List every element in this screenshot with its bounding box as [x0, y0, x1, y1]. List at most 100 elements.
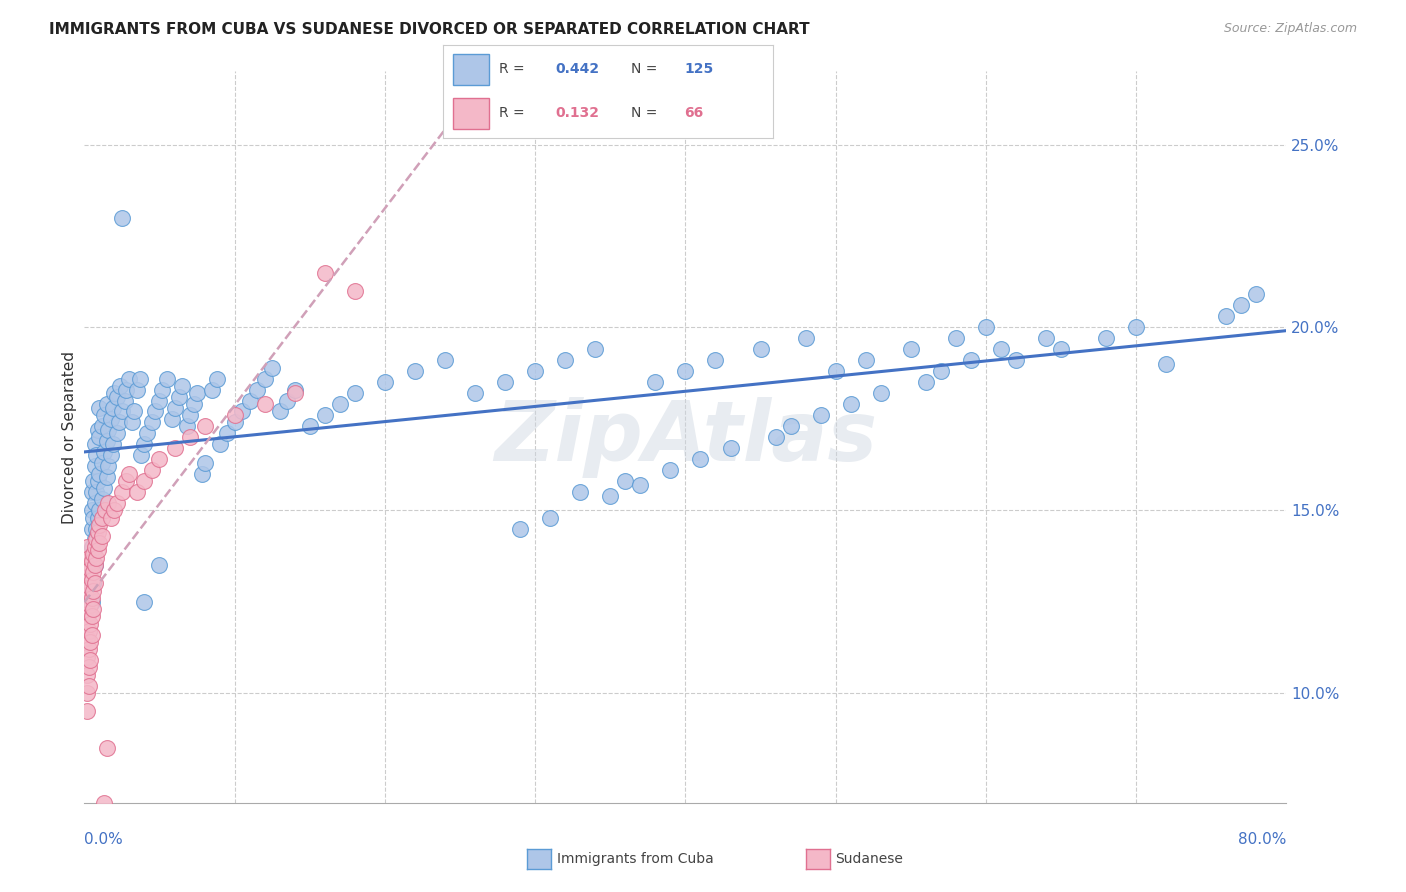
Point — [87, 423, 110, 437]
Point — [599, 489, 621, 503]
Point — [569, 485, 592, 500]
Point — [82, 547, 104, 561]
Point — [689, 452, 711, 467]
Point — [77, 660, 100, 674]
Point — [80, 591, 103, 605]
Point — [1050, 343, 1073, 357]
Point — [86, 449, 108, 463]
Point — [1125, 320, 1147, 334]
Point — [720, 441, 742, 455]
Y-axis label: Divorced or Separated: Divorced or Separated — [62, 351, 77, 524]
Point — [86, 550, 108, 565]
Point — [374, 376, 396, 390]
Point — [1035, 331, 1057, 345]
Point — [96, 470, 118, 484]
Point — [91, 510, 114, 524]
Point — [79, 635, 101, 649]
Point — [1230, 298, 1253, 312]
Point — [96, 434, 118, 448]
Point — [118, 467, 141, 481]
Point — [89, 401, 111, 415]
Text: IMMIGRANTS FROM CUBA VS SUDANESE DIVORCED OR SEPARATED CORRELATION CHART: IMMIGRANTS FROM CUBA VS SUDANESE DIVORCE… — [49, 22, 810, 37]
Point — [80, 595, 103, 609]
Point — [125, 383, 148, 397]
Text: R =: R = — [499, 62, 524, 77]
Point — [163, 441, 186, 455]
Point — [89, 536, 111, 550]
Text: Source: ZipAtlas.com: Source: ZipAtlas.com — [1223, 22, 1357, 36]
Text: 0.442: 0.442 — [555, 62, 599, 77]
Point — [765, 430, 787, 444]
Point — [915, 376, 938, 390]
Point — [554, 353, 576, 368]
Point — [869, 386, 891, 401]
Point — [86, 533, 108, 547]
Point — [83, 533, 105, 547]
Point — [179, 408, 201, 422]
Point — [644, 376, 666, 390]
Point — [82, 474, 104, 488]
Point — [125, 485, 148, 500]
Point — [224, 408, 246, 422]
Point — [343, 284, 366, 298]
Point — [1005, 353, 1028, 368]
Point — [83, 558, 105, 573]
Point — [217, 426, 239, 441]
Point — [87, 510, 110, 524]
Point — [93, 408, 115, 422]
Point — [110, 379, 132, 393]
Point — [134, 474, 156, 488]
Point — [115, 383, 138, 397]
Point — [91, 456, 114, 470]
Point — [284, 386, 307, 401]
Point — [83, 540, 105, 554]
Point — [628, 477, 651, 491]
Point — [167, 390, 190, 404]
Point — [141, 416, 163, 430]
Point — [253, 397, 276, 411]
Point — [83, 576, 105, 591]
Point — [239, 393, 262, 408]
Point — [96, 740, 118, 755]
Point — [960, 353, 983, 368]
Point — [82, 547, 104, 561]
Point — [86, 485, 108, 500]
Point — [111, 485, 134, 500]
Point — [77, 624, 100, 638]
Point — [96, 397, 118, 411]
Point — [77, 606, 100, 620]
Point — [464, 386, 486, 401]
Point — [107, 426, 129, 441]
Point — [80, 609, 103, 624]
Point — [659, 463, 682, 477]
Point — [80, 573, 103, 587]
Point — [83, 459, 105, 474]
Point — [77, 569, 100, 583]
Point — [91, 492, 114, 507]
Point — [89, 430, 111, 444]
Point — [80, 521, 103, 535]
Text: 125: 125 — [685, 62, 713, 77]
Point — [89, 467, 111, 481]
Point — [246, 383, 269, 397]
Point — [314, 266, 336, 280]
Point — [87, 474, 110, 488]
Point — [89, 503, 111, 517]
Point — [183, 397, 205, 411]
Point — [163, 401, 186, 415]
Point — [794, 331, 817, 345]
Point — [87, 525, 110, 540]
Point — [929, 364, 952, 378]
Point — [80, 503, 103, 517]
Point — [583, 343, 606, 357]
Point — [80, 540, 103, 554]
Point — [262, 360, 284, 375]
Point — [82, 583, 104, 598]
Point — [97, 496, 120, 510]
Point — [749, 343, 772, 357]
Point — [87, 543, 110, 558]
Point — [93, 796, 115, 810]
Text: ZipAtlas: ZipAtlas — [494, 397, 877, 477]
Point — [1246, 287, 1268, 301]
Point — [675, 364, 697, 378]
